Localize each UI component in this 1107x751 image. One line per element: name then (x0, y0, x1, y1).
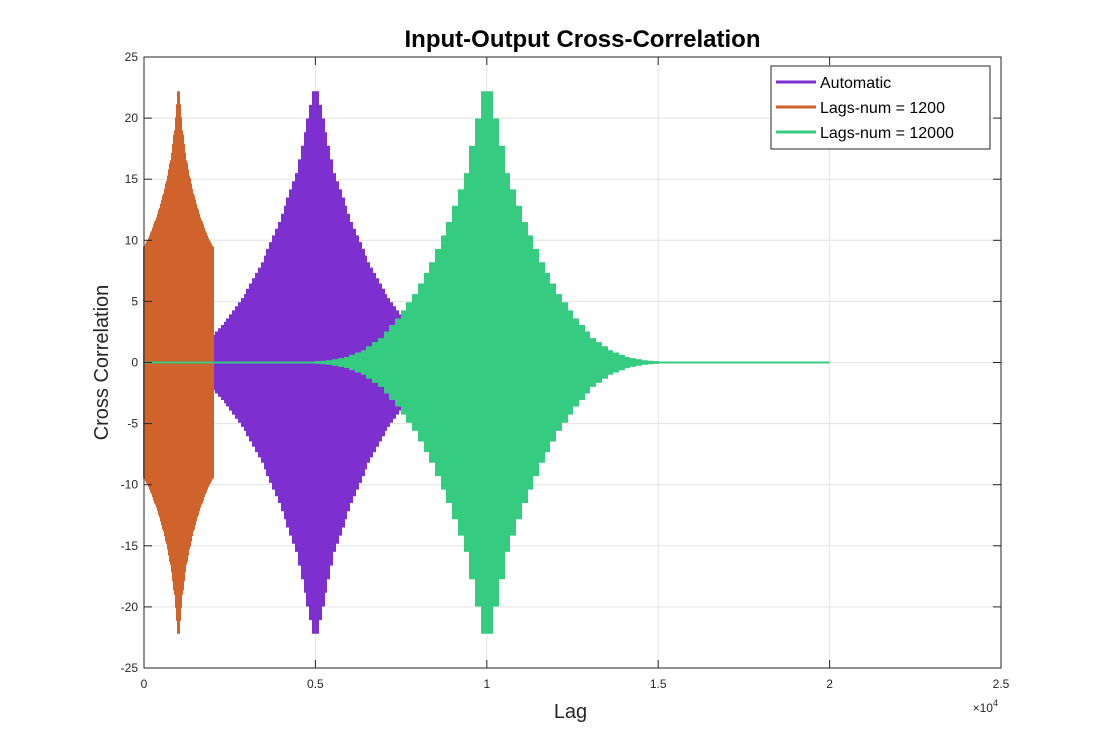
y-tick-label: -5 (127, 417, 138, 431)
y-tick-label: -25 (121, 661, 139, 675)
y-axis-label: Cross Correlation (91, 285, 113, 441)
x-axis-exponent-power: 4 (993, 698, 998, 708)
x-tick-label: 2.5 (993, 677, 1010, 691)
y-tick-label: 20 (125, 111, 139, 125)
legend-label: Lags-num = 12000 (820, 125, 954, 142)
y-tick-label: 15 (125, 172, 139, 186)
chart-title: Input-Output Cross-Correlation (405, 26, 761, 53)
legend-label: Automatic (820, 75, 891, 92)
y-tick-label: -15 (121, 539, 139, 553)
tick-layer: 0 0.5 1 1.5 2 2.5 -25 -20 -15 -10 -5 0 5 10 15 20 25 (121, 50, 1010, 691)
y-tick-label: -10 (121, 478, 139, 492)
x-axis-label: Lag (554, 701, 587, 723)
x-tick-label: 2 (826, 677, 833, 691)
y-tick-label: 0 (131, 356, 138, 370)
y-tick-label: 25 (125, 50, 139, 64)
x-tick-label: 1 (483, 677, 490, 691)
x-tick-label: 0.5 (307, 677, 324, 691)
x-axis-exponent-base: ×10 (973, 701, 994, 715)
x-axis-exponent: ×104 (973, 698, 998, 715)
x-tick-label: 1.5 (650, 677, 667, 691)
legend-label: Lags-num = 1200 (820, 100, 945, 117)
y-tick-label: 5 (131, 294, 138, 308)
y-tick-label: -20 (121, 600, 139, 614)
legend: Automatic Lags-num = 1200 Lags-num = 12000 (770, 65, 991, 150)
y-tick-label: 10 (125, 233, 139, 247)
series-layer (143, 91, 830, 634)
x-tick-label: 0 (141, 677, 148, 691)
